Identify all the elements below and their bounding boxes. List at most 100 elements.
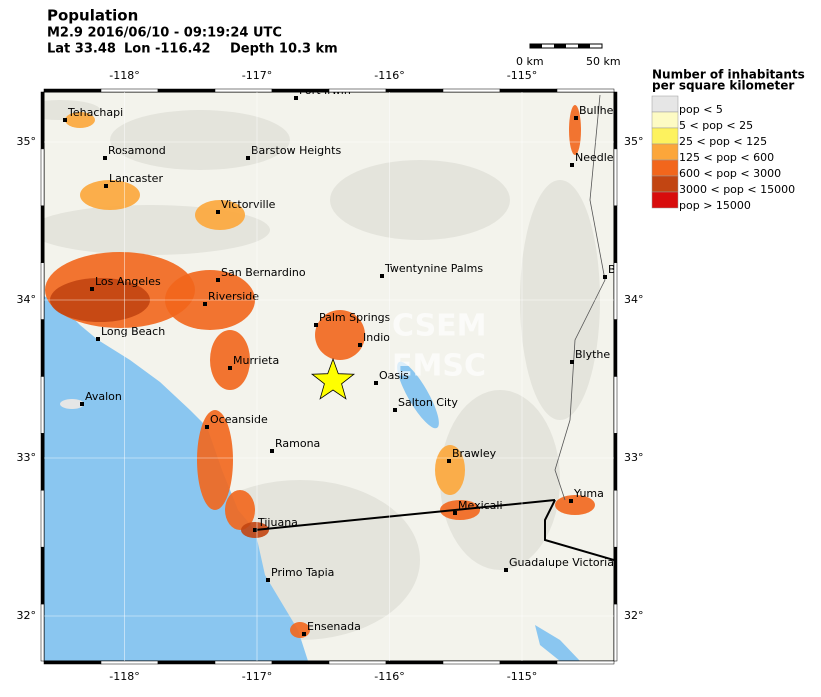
city-label: Brawley [452, 447, 497, 460]
frame-tick [556, 88, 615, 93]
event-info: M2.9 2016/06/10 - 09:19:24 UTC [47, 26, 282, 41]
city-marker [228, 366, 232, 370]
city-marker [569, 499, 573, 503]
city-marker [253, 528, 257, 532]
city-marker [358, 343, 362, 347]
city-marker [294, 96, 298, 100]
city-label: Mexicali [458, 499, 503, 512]
ocean [44, 296, 308, 661]
frame-tick [40, 546, 45, 605]
sparse-population [330, 160, 510, 240]
city-label: Barstow Heights [251, 144, 341, 157]
city-label: Tijuana [257, 516, 298, 529]
state-line [554, 94, 606, 501]
city-marker [203, 302, 207, 306]
frame-tick [613, 603, 618, 662]
frame-tick [613, 490, 618, 548]
city-marker [216, 278, 220, 282]
lat-label: 32° [624, 609, 644, 622]
urban-area [65, 112, 95, 128]
city-marker [80, 402, 84, 406]
city-marker [447, 459, 451, 463]
depth: Depth 10.3 km [230, 42, 338, 57]
city-marker [393, 408, 397, 412]
frame-tick [499, 660, 558, 665]
legend-title: Number of inhabitants [652, 68, 805, 82]
city-label: Rosamond [108, 144, 166, 157]
frame-tick [499, 88, 558, 93]
city-label: Ramona [275, 437, 320, 450]
urban-area [197, 410, 233, 510]
lon-label: -118° [109, 670, 139, 683]
scale-bar-segment [530, 44, 542, 48]
city-marker [603, 275, 607, 279]
city-label: Fort Irwin [299, 84, 351, 97]
frame-tick [385, 88, 444, 93]
legend-label: 5 < pop < 25 [679, 119, 753, 132]
frame-tick [613, 262, 618, 320]
title: Population [47, 7, 138, 25]
frame-tick [442, 88, 501, 93]
frame-tick [613, 91, 618, 150]
frame-tick [40, 603, 45, 662]
city-label: Riverside [208, 290, 259, 303]
city-marker [453, 511, 457, 515]
frame-tick [40, 205, 45, 263]
legend-label: pop < 5 [679, 103, 723, 116]
legend-swatch [651, 143, 679, 161]
city-marker [504, 568, 508, 572]
city-marker [314, 323, 318, 327]
city-label: Long Beach [101, 325, 165, 338]
city-label: Avalon [85, 390, 122, 403]
lat-label: 34° [624, 293, 644, 306]
legend-label: 3000 < pop < 15000 [679, 183, 795, 196]
city-marker [103, 156, 107, 160]
legend-label: pop > 15000 [679, 199, 751, 212]
legend-swatch [651, 191, 679, 209]
frame-tick [40, 91, 45, 150]
city-marker [104, 184, 108, 188]
frame-tick [613, 546, 618, 605]
frame-tick [613, 376, 618, 434]
legend-title: per square kilometer [652, 79, 794, 93]
lon-label: -115° [507, 670, 537, 683]
city-label: Ensenada [307, 620, 361, 633]
city-label: Victorville [221, 198, 276, 211]
city-label: Los Angeles [95, 275, 161, 288]
border [254, 499, 556, 531]
frame-tick [43, 88, 102, 93]
city-label: Primo Tapia [271, 566, 334, 579]
frame-tick [100, 660, 159, 665]
city-label: San Bernardino [221, 266, 306, 279]
legend-label: 25 < pop < 125 [679, 135, 767, 148]
frame-tick [40, 262, 45, 320]
legend-label: 125 < pop < 600 [679, 151, 774, 164]
city-label: Bullhe [579, 104, 614, 117]
lon-label: -117° [242, 670, 272, 683]
city-label: Guadalupe Victoria [509, 556, 614, 569]
legend-swatch [651, 95, 679, 113]
urban-area [80, 180, 140, 210]
lon-label: -116° [374, 69, 404, 82]
city-marker [270, 449, 274, 453]
city-marker [266, 578, 270, 582]
frame-tick [157, 88, 216, 93]
lat-label: 32° [17, 609, 37, 622]
city-marker [96, 337, 100, 341]
city-marker [90, 287, 94, 291]
frame-tick [613, 433, 618, 491]
urban-area [315, 310, 365, 360]
city-label: Twentynine Palms [384, 262, 483, 275]
urban-area [210, 330, 250, 390]
frame-tick [328, 660, 387, 665]
urban-area [195, 200, 245, 230]
frame-tick [613, 319, 618, 377]
scale-bar-segment [554, 44, 566, 48]
frame-tick [100, 88, 159, 93]
city-label: Blythe [575, 348, 610, 361]
frame-tick [214, 660, 273, 665]
legend-swatch [651, 111, 679, 129]
city-marker [205, 425, 209, 429]
frame-tick [271, 660, 330, 665]
